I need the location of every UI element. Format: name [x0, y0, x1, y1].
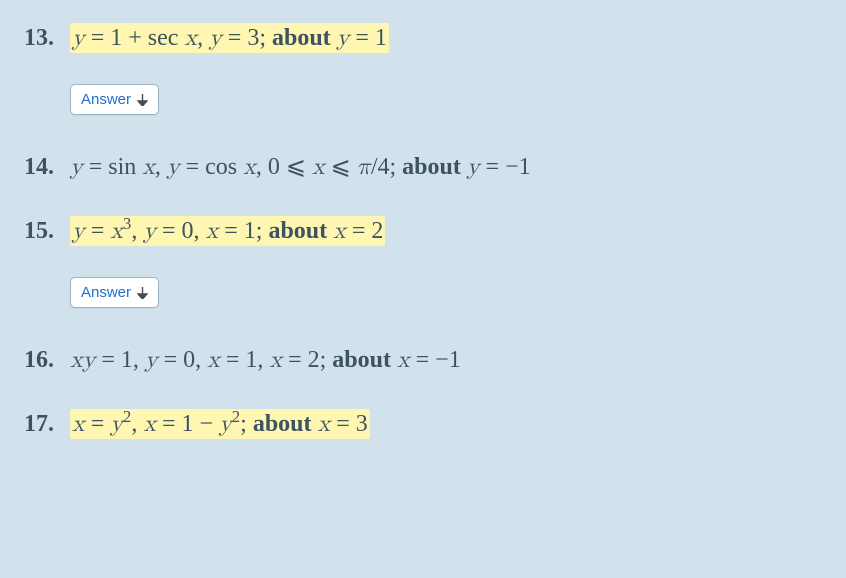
arrow-down-icon: [137, 287, 148, 299]
problem-text: y = 1 + sec x, y = 3; about y = 1: [70, 23, 389, 53]
answer-button-label: Answer: [81, 284, 131, 301]
problem-body: x = y2, x = 1 − y2; about x = 3: [70, 406, 822, 442]
answer-row: Answer: [70, 84, 822, 115]
problem-17: 17. x = y2, x = 1 − y2; about x = 3: [24, 406, 822, 442]
problem-body: y = 1 + sec x, y = 3; about y = 1: [70, 20, 822, 56]
problem-13: 13. y = 1 + sec x, y = 3; about y = 1: [24, 20, 822, 56]
answer-button-label: Answer: [81, 91, 131, 108]
problem-14: 14. y = sin x, y = cos x, 0 ⩽ x ⩽ π/4; ab…: [24, 149, 822, 185]
problem-text: x = y2, x = 1 − y2; about x = 3: [70, 409, 370, 439]
problem-text: xy = 1, y = 0, x = 1, x = 2; about x = −…: [70, 347, 461, 373]
problem-number: 17.: [24, 406, 60, 442]
problem-number: 14.: [24, 149, 60, 185]
answer-row: Answer: [70, 277, 822, 308]
problem-body: y = x3, y = 0, x = 1; about x = 2: [70, 213, 822, 249]
arrow-down-icon: [137, 94, 148, 106]
problem-16: 16. xy = 1, y = 0, x = 1, x = 2; about x …: [24, 342, 822, 378]
problem-number: 13.: [24, 20, 60, 56]
problem-body: xy = 1, y = 0, x = 1, x = 2; about x = −…: [70, 342, 822, 378]
answer-button[interactable]: Answer: [70, 277, 159, 308]
problem-number: 15.: [24, 213, 60, 249]
problem-15: 15. y = x3, y = 0, x = 1; about x = 2: [24, 213, 822, 249]
answer-button[interactable]: Answer: [70, 84, 159, 115]
problem-number: 16.: [24, 342, 60, 378]
problem-body: y = sin x, y = cos x, 0 ⩽ x ⩽ π/4; about…: [70, 149, 822, 185]
problem-text: y = sin x, y = cos x, 0 ⩽ x ⩽ π/4; about…: [70, 154, 531, 180]
problem-text: y = x3, y = 0, x = 1; about x = 2: [70, 216, 385, 246]
